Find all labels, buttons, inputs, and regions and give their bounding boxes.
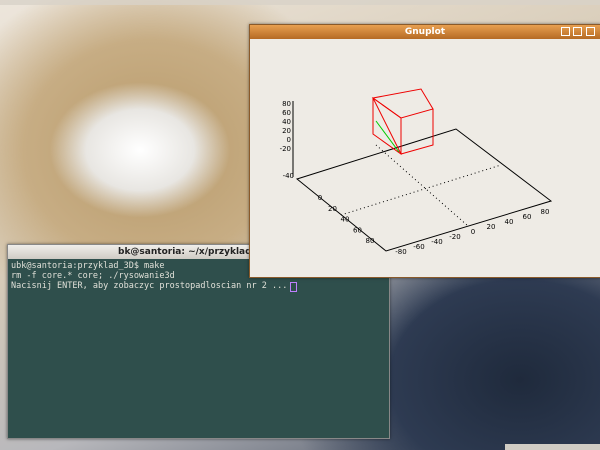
maximize-button[interactable]	[573, 27, 582, 36]
tick-label: 0	[318, 194, 322, 202]
tick-label: 40	[505, 218, 514, 226]
tick-label: 20	[487, 223, 496, 231]
grid-line	[340, 164, 502, 216]
tick-label: 80	[541, 208, 550, 216]
cursor	[290, 282, 297, 292]
gnuplot-titlebar[interactable]: Gnuplot	[250, 25, 600, 39]
terminal-line: rm -f core.* core; ./rysowanie3d	[11, 271, 175, 281]
tick-label: 40	[341, 216, 350, 224]
tick-label: 40	[282, 118, 291, 126]
base-plane	[295, 128, 553, 252]
tick-label: -60	[413, 243, 424, 251]
terminal-title: bk@santoria: ~/x/przyklad_3D	[118, 247, 270, 257]
tick-label: 0	[287, 136, 291, 144]
taskbar	[505, 444, 600, 450]
tick-label: -80	[395, 248, 406, 256]
terminal-line: Nacisnij ENTER, aby zobaczyc prostopadlo…	[11, 281, 288, 291]
gnuplot-title: Gnuplot	[404, 27, 446, 37]
tick-label: 60	[353, 226, 362, 234]
terminal-line: ubk@santoria:przyklad_3D$ make	[11, 261, 165, 271]
terminal-output: ubk@santoria:przyklad_3D$ make rm -f core…	[8, 259, 389, 438]
plot-area: 806040200-20-40020406080-80-60-40-200204…	[280, 88, 553, 256]
close-button[interactable]	[586, 27, 595, 36]
top-panel	[0, 0, 600, 5]
tick-label: 60	[282, 109, 291, 117]
diagonal	[375, 120, 400, 153]
tick-label: 80	[282, 100, 291, 108]
minimize-button[interactable]	[561, 27, 570, 36]
tick-label: -20	[449, 233, 460, 241]
grid-line	[375, 144, 469, 227]
tick-label: 20	[328, 205, 337, 213]
tick-label: 0	[471, 228, 475, 236]
cuboid	[371, 88, 434, 155]
tick-label: 60	[523, 213, 532, 221]
tick-label: 80	[366, 237, 375, 245]
tick-label: -40	[431, 238, 442, 246]
tick-label: 20	[282, 127, 291, 135]
gnuplot-window: Gnuplot 80 60 40 20 0 -20 -40 0 20 40 60 80 -80 -60 -4…	[249, 24, 600, 278]
tick-label: -20	[280, 145, 291, 153]
tick-label: -40	[283, 172, 294, 180]
